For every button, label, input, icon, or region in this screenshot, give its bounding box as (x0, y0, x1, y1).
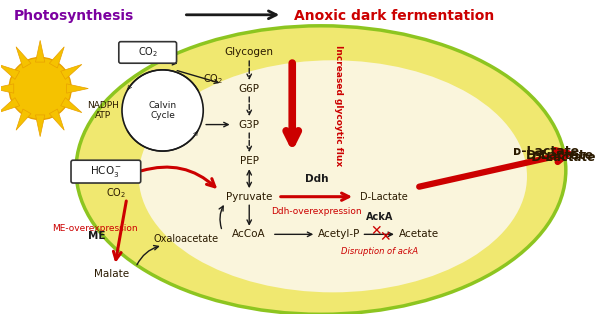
Text: Pyruvate: Pyruvate (226, 192, 272, 202)
FancyBboxPatch shape (71, 160, 141, 183)
Text: D-Lactate: D-Lactate (532, 151, 596, 164)
Text: ᴅ-Lactate: ᴅ-Lactate (514, 145, 580, 158)
Circle shape (122, 70, 203, 151)
Polygon shape (16, 109, 31, 130)
Polygon shape (61, 98, 82, 112)
Text: ✕: ✕ (370, 224, 382, 238)
Text: G6P: G6P (239, 83, 260, 94)
Text: Disruption of ackA: Disruption of ackA (341, 247, 418, 256)
Text: Ddh: Ddh (305, 174, 328, 184)
Text: Acetate: Acetate (400, 229, 440, 239)
Polygon shape (0, 84, 14, 93)
Text: HCO$_3^-$: HCO$_3^-$ (90, 164, 122, 179)
Polygon shape (49, 47, 64, 68)
Text: Acetyl-P: Acetyl-P (317, 229, 360, 239)
Polygon shape (35, 115, 45, 137)
Text: Photosynthesis: Photosynthesis (13, 9, 134, 23)
Text: Ddh-overexpression: Ddh-overexpression (271, 207, 362, 216)
FancyBboxPatch shape (119, 42, 176, 63)
Text: Oxaloacetate: Oxaloacetate (154, 234, 219, 244)
Text: Malate: Malate (94, 268, 130, 278)
Ellipse shape (76, 26, 566, 314)
Text: D-Lactate: D-Lactate (360, 192, 407, 202)
Polygon shape (16, 47, 31, 68)
Text: G3P: G3P (239, 120, 260, 129)
Polygon shape (0, 98, 20, 112)
Polygon shape (67, 84, 88, 93)
Text: AcCoA: AcCoA (232, 229, 266, 239)
Text: Anoxic dark fermentation: Anoxic dark fermentation (294, 9, 494, 23)
Text: Increased glycoytic flux: Increased glycoytic flux (334, 45, 343, 166)
Text: CO$_2$: CO$_2$ (106, 187, 126, 200)
Polygon shape (49, 109, 64, 130)
Polygon shape (0, 65, 20, 79)
Circle shape (9, 57, 71, 120)
Ellipse shape (139, 60, 527, 292)
Text: D-Lactate: D-Lactate (526, 149, 595, 163)
Text: ME-overexpression: ME-overexpression (52, 224, 138, 232)
Text: CO$_2$: CO$_2$ (137, 46, 158, 59)
Text: ME: ME (88, 231, 106, 241)
Text: PEP: PEP (240, 156, 259, 166)
Polygon shape (35, 40, 45, 62)
Text: Calvin
Cycle: Calvin Cycle (149, 101, 176, 120)
Text: NADPH
ATP: NADPH ATP (87, 101, 119, 120)
Text: Glycogen: Glycogen (225, 48, 274, 57)
Text: AckA: AckA (365, 212, 393, 222)
Text: CO$_2$: CO$_2$ (203, 72, 223, 86)
Polygon shape (61, 65, 82, 79)
Text: ✕: ✕ (379, 230, 391, 244)
